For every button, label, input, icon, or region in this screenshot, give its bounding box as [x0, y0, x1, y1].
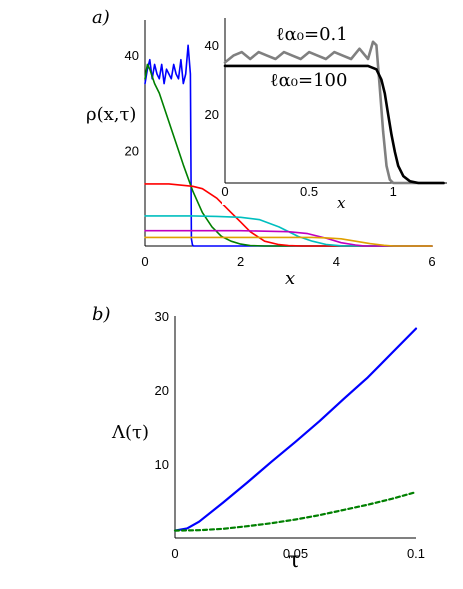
main-series-line-4: [144, 229, 433, 247]
inset-annotation-100: ℓα₀=100: [270, 70, 347, 91]
main-series-group: [144, 44, 433, 247]
lambda-x-label: τ: [288, 548, 300, 573]
inset-series-line-1: [223, 64, 445, 185]
lambda-y-tick-label-2: 30: [155, 309, 169, 324]
main-series-line-1: [144, 63, 433, 247]
inset-annotation-01: ℓα₀=0.1: [276, 24, 348, 45]
main-x-label: x: [285, 268, 295, 289]
lambda-y-label: Λ(τ): [111, 422, 149, 443]
inset-series-line-0: [223, 40, 445, 185]
inset-series-group: [223, 40, 445, 185]
main-y-label: ρ(x,τ): [86, 104, 136, 125]
lambda-series-line-1: [173, 491, 418, 532]
inset-y-tick-label-1: 40: [205, 38, 219, 53]
panel-label-b: b): [92, 304, 111, 325]
inset-background: [222, 12, 447, 205]
lambda-series-line-0: [173, 327, 418, 532]
inset-x-label: x: [337, 194, 346, 212]
lambda-ticks-group: 0 0.05 0.1 10 20 30: [155, 309, 426, 561]
main-x-tick-label-2: 4: [333, 254, 340, 269]
lambda-series-group: [173, 327, 418, 532]
lambda-x-tick-label-2: 0.1: [407, 546, 425, 561]
panel-label-a: a): [92, 7, 110, 28]
inset-y-tick-label-0: 20: [205, 107, 219, 122]
lambda-x-tick-label-1: 0.05: [283, 546, 308, 561]
lambda-y-tick-label-0: 10: [155, 457, 169, 472]
main-x-tick-label-1: 2: [237, 254, 244, 269]
main-series-line-0: [144, 44, 433, 247]
main-series-line-3: [144, 215, 433, 247]
inset-x-tick-label-0: 0: [221, 184, 228, 199]
main-y-tick-label-0: 20: [125, 143, 139, 158]
lambda-axes: [174, 316, 416, 539]
inset-x-tick-label-2: 1: [390, 184, 397, 199]
inset-x-tick-label-1: 0.5: [300, 184, 318, 199]
inset-ticks-group: 0 0.5 1 20 40: [205, 38, 397, 199]
main-series-line-2: [144, 183, 433, 247]
lambda-x-tick-label-0: 0: [171, 546, 178, 561]
main-x-tick-label-0: 0: [141, 254, 148, 269]
lambda-y-tick-label-1: 20: [155, 383, 169, 398]
main-x-tick-label-3: 6: [428, 254, 435, 269]
main-ticks-group: 0 2 4 6 20 40: [125, 48, 436, 269]
main-y-tick-label-1: 40: [125, 48, 139, 63]
main-series-line-5: [144, 236, 433, 247]
